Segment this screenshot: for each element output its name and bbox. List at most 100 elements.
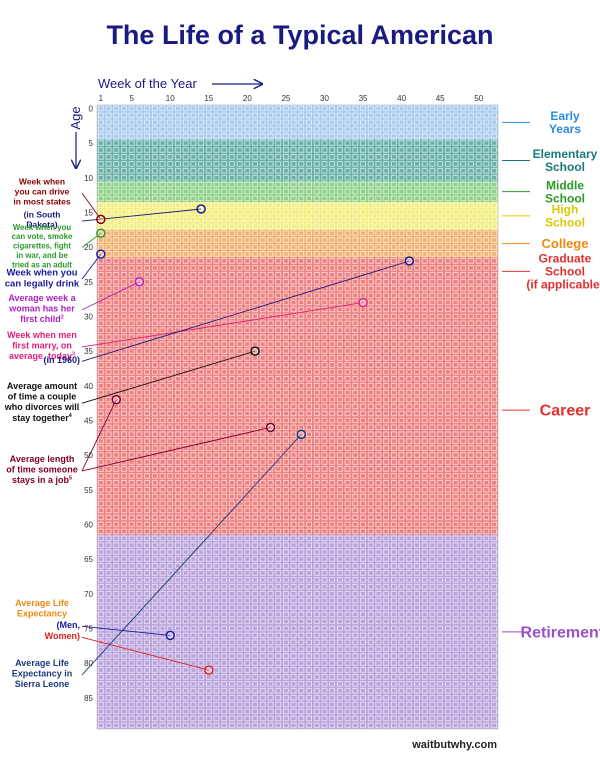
x-tick-label: 15: [204, 94, 213, 103]
annotation-label: Average amount: [7, 381, 77, 391]
annotation-label: Week when men: [7, 330, 77, 340]
annotation-label: first child2: [20, 314, 64, 324]
y-tick-label: 10: [84, 174, 93, 183]
annotation-leader: [81, 260, 410, 362]
annotation-point: [250, 346, 260, 356]
stage-label: Elementary: [533, 147, 598, 161]
y-tick-label: 5: [89, 139, 94, 148]
annotation-label: Average length: [10, 454, 75, 464]
y-tick-label: 85: [84, 694, 93, 703]
annotation-label: can legally drink: [5, 279, 80, 290]
x-tick-label: 5: [129, 94, 134, 103]
annotation-leader: [81, 208, 202, 222]
week-grid: [97, 105, 498, 729]
stage-label: School: [545, 265, 585, 279]
footer: waitbutwhy.com: [411, 739, 497, 751]
annotation-point: [404, 256, 415, 266]
annotation-point: [96, 228, 106, 239]
annotation-leader: [81, 350, 256, 404]
annotation-label: Expectancy in: [12, 669, 73, 679]
annotation-leader: [81, 399, 117, 472]
annotation-note: 4: [69, 413, 72, 419]
annotation-label: Sierra Leone: [15, 679, 70, 689]
annotation-point: [196, 204, 206, 214]
annotation-leader: [81, 281, 140, 311]
annotation-point: [204, 665, 214, 675]
x-tick-label: 50: [474, 94, 483, 103]
x-axis-label: Week of the Year: [98, 76, 197, 91]
annotation-leader: [81, 434, 302, 676]
stage-label: School: [545, 160, 585, 174]
annotation-label: Expectancy: [17, 609, 67, 619]
y-tick-label: 20: [84, 243, 93, 252]
annotation-label: (Men,: [57, 620, 81, 630]
y-tick-label: 75: [84, 624, 93, 633]
y-tick-label: 80: [84, 659, 93, 668]
y-tick-label: 25: [84, 278, 93, 287]
annotation-label: stay together4: [12, 413, 72, 423]
x-tick-label: 20: [243, 94, 252, 103]
x-tick-label: 1: [99, 94, 104, 103]
annotation-label: Week when you: [6, 268, 77, 279]
annotation-point: [296, 429, 307, 440]
annotation-label: Women): [45, 631, 80, 641]
x-tick-label: 40: [397, 94, 406, 103]
annotation-label: you can drive: [15, 187, 70, 197]
annotation-label: average, today3: [9, 351, 75, 361]
annotation-point: [96, 249, 106, 259]
annotation-point: [96, 214, 106, 225]
stage-label: Early: [550, 109, 580, 123]
annotation-label: (in South: [24, 210, 61, 220]
annotation-label: Average week a: [8, 293, 76, 303]
annotation-leader: [81, 253, 102, 280]
stage-label: Years: [549, 122, 581, 136]
y-tick-label: 45: [84, 416, 93, 425]
annotation-label: tried as an adult: [12, 260, 72, 269]
annotation-point: [358, 297, 368, 308]
annotation-point: [265, 422, 276, 433]
grid-border: [96, 104, 499, 730]
y-tick-label: 40: [84, 382, 93, 391]
stage-label: College: [542, 236, 589, 251]
annotation-leader: [81, 625, 171, 636]
annotation-label: in war, and be: [16, 251, 68, 260]
annotation-label: of time a couple: [8, 392, 77, 402]
x-tick-label: 25: [281, 94, 290, 103]
y-axis-label: Age: [68, 106, 83, 129]
x-tick-label: 30: [320, 94, 329, 103]
x-tick-label: 45: [436, 94, 445, 103]
annotation-note: 3: [72, 352, 75, 358]
annotation-leader: [81, 302, 364, 348]
annotation-label: Week when you: [13, 223, 72, 232]
y-tick-label: 0: [89, 104, 94, 113]
annotation-label: cigarettes, fight: [13, 242, 71, 251]
annotation-label: Dakota): [26, 220, 57, 230]
annotation-label: in most states: [13, 197, 70, 207]
y-tick-label: 30: [84, 312, 93, 321]
annotation-note: 2: [61, 315, 64, 321]
annotation-label: stays in a job5: [12, 475, 72, 485]
annotation-label: who divorces will: [4, 402, 80, 412]
y-tick-label: 55: [84, 486, 93, 495]
x-tick-label: 10: [166, 94, 175, 103]
annotation-leader: [81, 636, 209, 671]
y-tick-label: 70: [84, 590, 93, 599]
annotation-point: [165, 630, 176, 641]
stage-label: (if applicable): [526, 278, 600, 292]
y-tick-label: 65: [84, 555, 93, 564]
annotation-point: [134, 277, 145, 287]
annotation-leader: [81, 192, 102, 220]
stage-label: Middle: [546, 178, 584, 192]
stage-label: Graduate: [539, 252, 592, 266]
y-tick-label: 50: [84, 451, 93, 460]
annotation-note: 5: [69, 476, 72, 482]
stage-label: Career: [540, 403, 591, 420]
annotation-point: [111, 394, 122, 405]
annotation-label: can vote, smoke: [12, 232, 73, 241]
annotation-leader: [81, 426, 271, 472]
title: The Life of a Typical American: [106, 20, 493, 50]
stage-label: School: [545, 216, 585, 230]
annotation-label: Average Life: [15, 658, 69, 668]
annotation-label: Week when: [19, 177, 65, 187]
